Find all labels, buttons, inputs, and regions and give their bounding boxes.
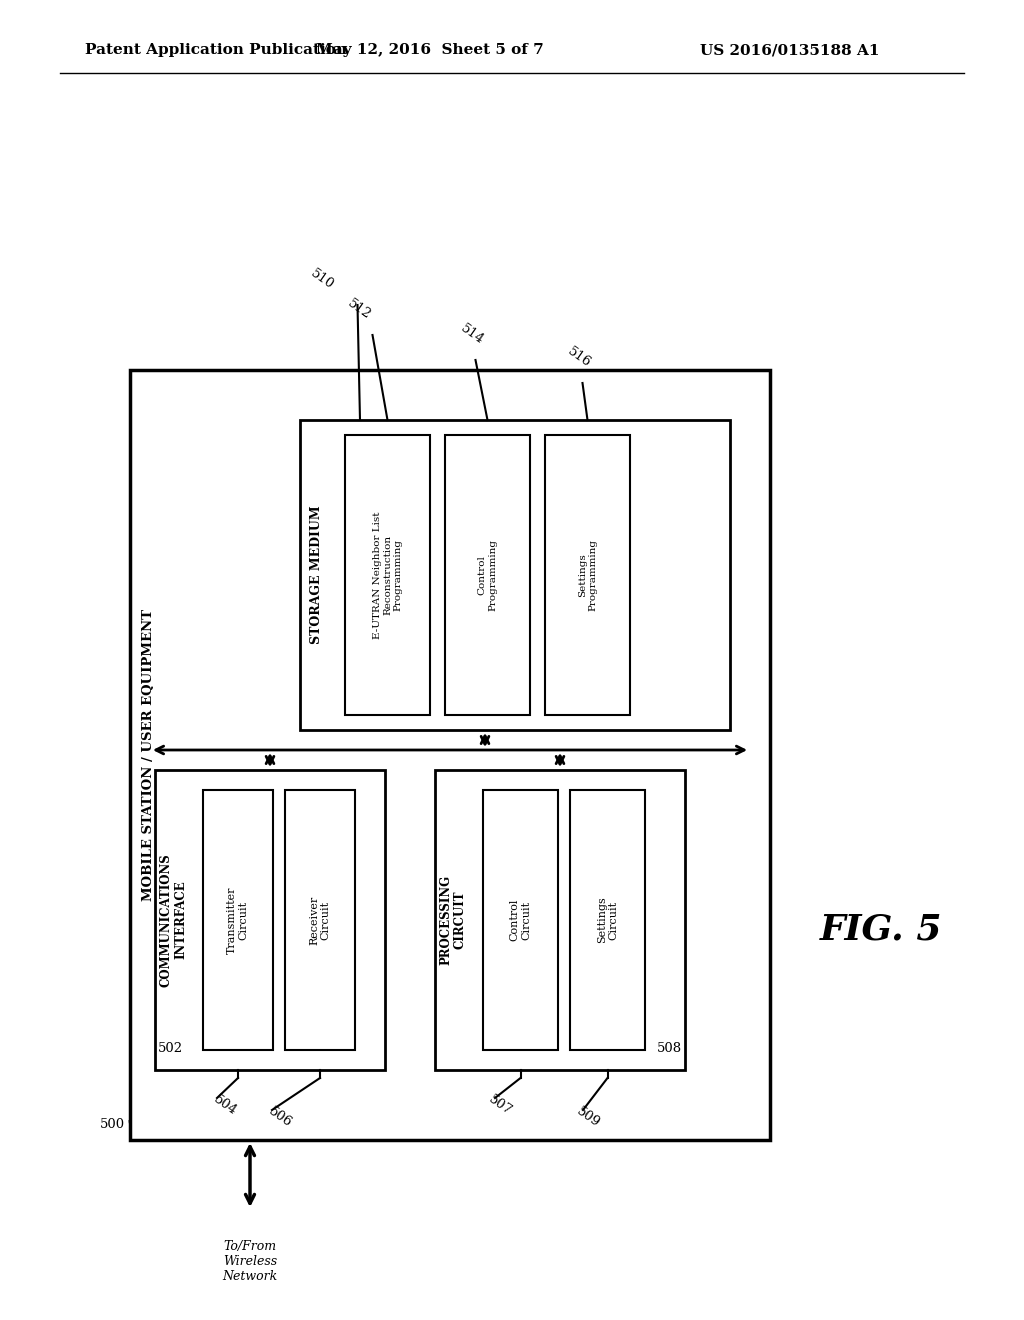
Text: 500: 500 <box>100 1118 125 1130</box>
Text: Receiver
Circuit: Receiver Circuit <box>309 895 331 945</box>
Bar <box>570 789 645 1049</box>
Text: Control
Circuit: Control Circuit <box>510 899 531 941</box>
Text: Patent Application Publication: Patent Application Publication <box>85 44 347 57</box>
Bar <box>285 789 355 1049</box>
Text: STORAGE MEDIUM: STORAGE MEDIUM <box>309 506 323 644</box>
Text: PROCESSING
CIRCUIT: PROCESSING CIRCUIT <box>439 875 467 965</box>
Text: 507: 507 <box>486 1093 514 1118</box>
Bar <box>300 420 730 730</box>
Text: Control
Programming: Control Programming <box>478 539 498 611</box>
Text: 509: 509 <box>573 1105 602 1130</box>
Bar <box>155 770 385 1071</box>
Bar <box>345 436 430 715</box>
Text: COMMUNICATIONS
INTERFACE: COMMUNICATIONS INTERFACE <box>159 853 187 987</box>
Text: E-UTRAN Neighbor List
Reconstruction
Programming: E-UTRAN Neighbor List Reconstruction Pro… <box>373 511 402 639</box>
Text: 508: 508 <box>656 1041 682 1055</box>
Text: 506: 506 <box>266 1105 294 1130</box>
Text: 512: 512 <box>345 297 374 322</box>
Text: Settings
Programming: Settings Programming <box>578 539 597 611</box>
Text: US 2016/0135188 A1: US 2016/0135188 A1 <box>700 44 880 57</box>
Text: 510: 510 <box>308 267 337 292</box>
Text: Settings
Circuit: Settings Circuit <box>597 896 618 944</box>
Text: 514: 514 <box>459 322 486 347</box>
Text: 502: 502 <box>158 1041 183 1055</box>
Text: FIG. 5: FIG. 5 <box>820 913 942 946</box>
Bar <box>203 789 273 1049</box>
Text: Transmitter
Circuit: Transmitter Circuit <box>227 886 249 954</box>
Text: 516: 516 <box>565 345 594 370</box>
Bar <box>435 770 685 1071</box>
Text: 504: 504 <box>211 1093 239 1118</box>
Bar <box>445 436 530 715</box>
Text: To/From
Wireless
Network: To/From Wireless Network <box>222 1239 278 1283</box>
Text: May 12, 2016  Sheet 5 of 7: May 12, 2016 Sheet 5 of 7 <box>316 44 544 57</box>
Bar <box>483 789 558 1049</box>
Text: MOBILE STATION / USER EQUIPMENT: MOBILE STATION / USER EQUIPMENT <box>141 609 155 902</box>
Bar <box>545 436 630 715</box>
Bar <box>130 370 770 1140</box>
